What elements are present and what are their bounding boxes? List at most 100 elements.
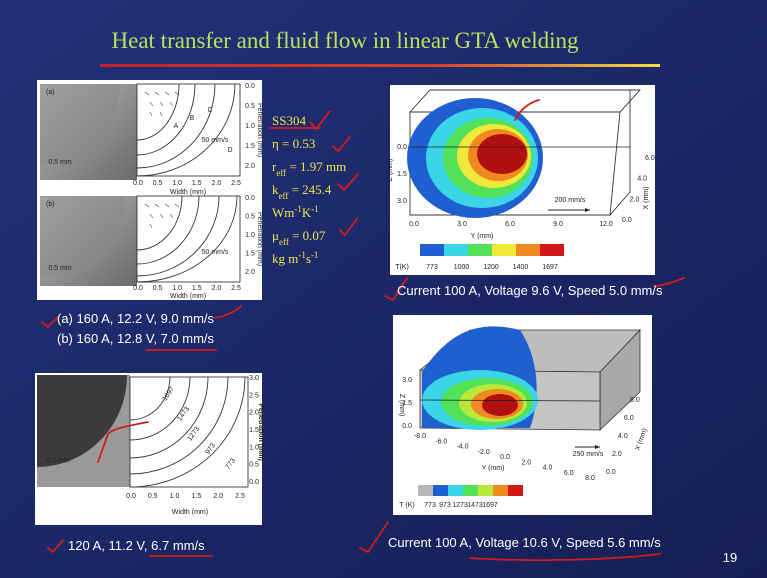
panel-label: (a) [46, 89, 55, 96]
page-number: 19 [723, 550, 737, 565]
x-tick-label: 2.0 [212, 285, 222, 292]
x-tick-label: 1.5 [192, 180, 202, 187]
y-tick-label: 1.5 [245, 251, 255, 258]
legend-value: 1400 [513, 264, 529, 271]
legend-swatch [420, 244, 444, 256]
x-axis-label: X (mm) [643, 187, 650, 210]
parameter-run: kg m [272, 251, 298, 266]
caption: Current 100 A, Voltage 9.6 V, Speed 5.0 … [397, 283, 663, 298]
caption: 120 A, 11.2 V, 6.7 mm/s [68, 538, 205, 553]
legend-value: 973 [439, 502, 451, 509]
slide: Heat transfer and fluid flow in linear G… [0, 0, 767, 578]
x-tick-label: 2.0 [213, 493, 223, 500]
z-tick-label: 0.0 [397, 144, 407, 151]
x-tick-label: 6.0 [645, 155, 655, 162]
x-tick-label: 0.0 [133, 180, 143, 187]
figure-c [35, 373, 262, 525]
y-tick-label: 0.0 [245, 83, 255, 90]
x-tick-label: 1.0 [170, 493, 180, 500]
legend-swatch [493, 485, 508, 496]
parameter: η = 0.53 [272, 136, 315, 151]
scale-label: 0.5 mm [48, 265, 72, 272]
contour-band [482, 394, 518, 416]
y-tick-label: 0.5 [245, 214, 255, 221]
y-tick-label: 0.0 [409, 221, 419, 228]
legend-value: 1200 [483, 264, 499, 271]
x-tick-label: 2.0 [630, 196, 640, 203]
parameter-run: eff [276, 168, 286, 178]
legend-swatch [433, 485, 448, 496]
y-tick-label: 3.0 [249, 375, 259, 382]
legend-swatch [508, 485, 523, 496]
parameter-run: = 1.97 mm [286, 159, 346, 174]
x-tick-label: 0.5 [153, 180, 163, 187]
y-tick-label: 4.0 [543, 465, 553, 472]
legend-swatch [492, 244, 516, 256]
y-axis-label: Y (mm) [471, 233, 494, 240]
legend-title: T (K) [399, 502, 414, 509]
parameter-run: -1 [311, 204, 319, 214]
z-tick-label: 0.0 [402, 423, 412, 430]
parameter-run: μ [272, 228, 279, 243]
y-tick-label: 6.0 [564, 470, 574, 477]
y-tick-label: 0.5 [245, 103, 255, 110]
y-tick-label: 8.0 [585, 475, 595, 482]
parameter-run: eff [279, 237, 289, 247]
x-tick-label: 2.0 [612, 451, 622, 458]
y-tick-label: -8.0 [414, 433, 426, 440]
panel-label: (b) [46, 201, 55, 208]
parameter-run: = 245.4 [288, 182, 332, 197]
legend-swatch [516, 244, 540, 256]
y-tick-label: 2.0 [245, 269, 255, 276]
y-tick-label: 2.0 [245, 163, 255, 170]
legend-swatch [444, 244, 468, 256]
y-tick-label: 2.5 [249, 392, 259, 399]
legend-value: 773 [424, 502, 436, 509]
x-tick-label: 0.0 [133, 285, 143, 292]
y-tick-label: -4.0 [456, 444, 468, 451]
legend-value: 1273 [452, 502, 468, 509]
y-tick-label: 1.5 [245, 143, 255, 150]
y-tick-label: -6.0 [435, 438, 447, 445]
y-tick-label: 0.5 [249, 462, 259, 469]
x-tick-label: 0.0 [126, 493, 136, 500]
scale-label: 0.5 mm [46, 457, 70, 464]
y-tick-label: 9.0 [553, 221, 563, 228]
legend-swatch [448, 485, 463, 496]
parameter-run: -1 [298, 250, 306, 260]
parameter-run: Wm [272, 205, 294, 220]
legend-swatch [478, 485, 493, 496]
velocity-label: 250 mm/s [573, 451, 604, 458]
slide-title: Heat transfer and fluid flow in linear G… [112, 28, 579, 53]
x-tick-label: 2.5 [231, 180, 241, 187]
legend-swatch [540, 244, 564, 256]
legend-value: 1697 [542, 264, 558, 271]
x-tick-label: 2.5 [231, 285, 241, 292]
y-tick-label: 6.0 [505, 221, 515, 228]
legend-value: 1000 [454, 264, 470, 271]
contour-label: C [207, 107, 212, 114]
y-tick-label: 1.0 [245, 232, 255, 239]
contour-label: A [174, 123, 179, 130]
parameter-run: -1 [311, 250, 319, 260]
legend-value: 1473 [467, 502, 483, 509]
scale-label: 0.5 mm [48, 159, 72, 166]
y-axis-label: Y (mm) [482, 465, 505, 472]
velocity-label: 50 mm/s [202, 249, 229, 256]
x-axis-label: Width (mm) [170, 189, 206, 196]
caption: (b) 160 A, 12.8 V, 7.0 mm/s [57, 331, 215, 346]
title-rule [100, 64, 660, 67]
caption: (a) 160 A, 12.2 V, 9.0 mm/s [57, 311, 215, 326]
parameter-run: SS304 [272, 113, 306, 128]
parameter-run: η = 0.53 [272, 136, 315, 151]
y-tick-label: 3.0 [457, 221, 467, 228]
parameter-run: eff [279, 191, 289, 201]
x-tick-label: 2.0 [212, 180, 222, 187]
legend-swatch [468, 244, 492, 256]
z-tick-label: 3.0 [402, 377, 412, 384]
x-tick-label: 1.0 [172, 285, 182, 292]
z-tick-label: 1.5 [397, 171, 407, 178]
z-axis-label: Z (mm) [387, 159, 394, 182]
y-tick-label: 12.0 [599, 221, 613, 228]
parameter: SS304 [272, 113, 306, 128]
